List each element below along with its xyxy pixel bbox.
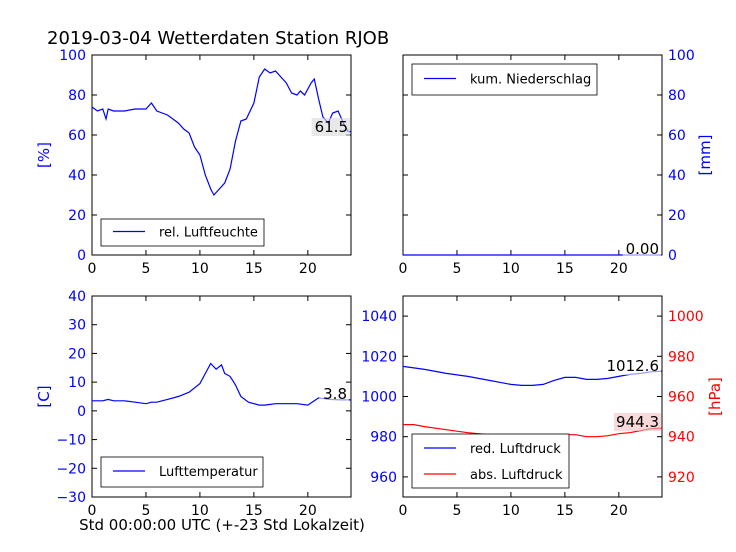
series-line-lufttemperatur [92, 362, 351, 406]
y-tick-label: 60 [68, 128, 86, 144]
legend: red. Luftdruck abs. Luftdruck [411, 433, 570, 489]
x-tick-label: 20 [299, 261, 317, 277]
legend-label: red. Luftdruck [470, 442, 561, 457]
y-tick-label: 960 [370, 470, 397, 486]
y-axis-label: [%] [35, 142, 53, 168]
y-right-tick-label: 1000 [668, 309, 704, 325]
x-tick-label: 5 [452, 261, 461, 277]
y-tick-label: 1020 [361, 349, 397, 365]
y-tick-label: −10 [56, 433, 86, 449]
y-right-tick-label: 960 [668, 390, 695, 406]
y-tick-label: 30 [68, 318, 86, 334]
y-tick-label: 20 [668, 208, 686, 224]
y-axis-label: [mm] [696, 135, 714, 176]
x-axis-label: Std 00:00:00 UTC (+-23 Std Lokalzeit) [79, 516, 365, 534]
value-badge-bg [614, 413, 661, 431]
last-value-label: 0.00 [626, 240, 659, 258]
x-tick-label: 15 [245, 503, 263, 519]
y-tick-label: 1000 [361, 390, 397, 406]
value-badge-bg [311, 118, 350, 136]
y-tick-label: 1040 [361, 309, 397, 325]
panel-precipitation: 0 5 10 15 20 0 20 40 60 80 100 [mm] 0.00 kum. Nieders… [399, 48, 714, 277]
last-value-label: 944.3 [616, 413, 659, 431]
value-badge-bg [605, 357, 661, 375]
legend-label: rel. Luftfeuchte [159, 226, 258, 241]
legend-box [100, 456, 264, 488]
x-tick-label: 20 [610, 261, 628, 277]
y-right-tick-label: 980 [668, 349, 695, 365]
legend: kum. Niederschlag [411, 63, 598, 96]
y-tick-label: 40 [668, 168, 686, 184]
y-tick-label: 0 [668, 248, 677, 264]
x-tick-label: 15 [245, 261, 263, 277]
x-tick-label: 10 [191, 261, 209, 277]
x-tick-label: 0 [88, 261, 97, 277]
x-tick-label: 0 [399, 261, 408, 277]
x-tick-label: 5 [141, 261, 150, 277]
panel-pressure: 0 5 10 15 20 960 980 1000 1020 1040 920 940 960 980 10… [361, 295, 724, 519]
legend: rel. Luftfeuchte [100, 218, 265, 247]
y-right-tick-label: 940 [668, 430, 695, 446]
legend-box [411, 433, 570, 489]
x-tick-label: 10 [502, 261, 520, 277]
x-tick-label: 5 [452, 503, 461, 519]
x-tick-label: 5 [141, 503, 150, 519]
x-tick-label: 15 [556, 503, 574, 519]
legend-label: Lufttemperatur [159, 465, 258, 480]
series-line-rel-luftfeuchte [91, 68, 352, 197]
x-tick-label: 20 [299, 503, 317, 519]
last-value-label: 61.5 [315, 118, 348, 136]
y-tick-label: 100 [59, 48, 86, 64]
value-badge-bg [319, 385, 349, 403]
y-tick-label: 10 [68, 375, 86, 391]
y-tick-label: 40 [68, 168, 86, 184]
x-tick-label: 10 [502, 503, 520, 519]
legend-box [411, 63, 598, 96]
x-tick-label: 0 [399, 503, 408, 519]
last-value-label: 3.8 [323, 385, 347, 403]
y-tick-label: 80 [68, 88, 86, 104]
y-tick-label: 60 [668, 128, 686, 144]
x-tick-label: 0 [88, 503, 97, 519]
y-tick-label: 40 [68, 289, 86, 305]
y-tick-label: 80 [668, 88, 686, 104]
y-axis-label: [C] [35, 385, 53, 407]
y-tick-label: 980 [370, 430, 397, 446]
y-tick-label: 0 [77, 404, 86, 420]
y-tick-label: 20 [68, 208, 86, 224]
value-badge-bg [622, 240, 661, 258]
y-tick-label: −20 [56, 461, 86, 477]
y-tick-label: 100 [668, 48, 695, 64]
figure-title: 2019-03-04 Wetterdaten Station RJOB [47, 28, 389, 49]
y-tick-label: −30 [56, 490, 86, 506]
legend: Lufttemperatur [100, 456, 264, 488]
panel-temperature: 0 5 10 15 20 −30 −20 −10 0 10 20 30 40 [C] 3.8 Lufttemp… [35, 289, 352, 519]
panel-humidity: 0 5 10 15 20 0 20 40 60 80 100 [%] 61.5 rel. Luftfeuc… [35, 48, 352, 277]
y-tick-label: 20 [68, 346, 86, 362]
x-tick-label: 20 [610, 503, 628, 519]
legend-box [100, 218, 265, 247]
legend-label: kum. Niederschlag [470, 73, 591, 88]
last-value-label: 1012.6 [607, 357, 660, 375]
x-tick-label: 15 [556, 261, 574, 277]
y-right-tick-label: 920 [668, 470, 695, 486]
y-tick-label: 0 [77, 248, 86, 264]
x-tick-label: 10 [191, 503, 209, 519]
y-right-axis-label: [hPa] [706, 377, 724, 416]
legend-label: abs. Luftdruck [470, 468, 563, 483]
